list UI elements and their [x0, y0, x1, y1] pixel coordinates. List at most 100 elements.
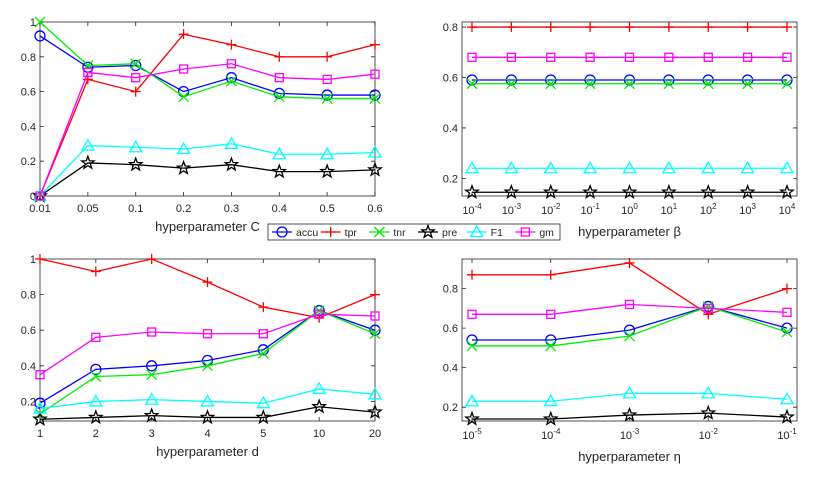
y-tick-label: 1	[30, 17, 36, 29]
x-tick-label: 10-4	[541, 427, 561, 442]
data-point	[322, 74, 332, 85]
data-point	[623, 74, 636, 86]
data-point	[130, 59, 142, 72]
data-point	[176, 141, 191, 155]
y-tick-label: 0.2	[21, 156, 36, 168]
data-point	[542, 183, 559, 200]
data-point	[661, 160, 676, 174]
series-line	[39, 162, 376, 197]
y-tick-label: 0.4	[443, 363, 458, 375]
data-point	[467, 52, 477, 62]
plot-area	[461, 21, 798, 197]
data-point	[369, 89, 381, 101]
data-point	[226, 39, 237, 50]
data-point	[143, 407, 160, 423]
data-point	[702, 78, 714, 90]
legend-marker	[420, 223, 436, 239]
data-point	[703, 22, 714, 33]
data-point	[87, 409, 104, 425]
chart-panel-2: 0.2 0.4 0.6 0.8 10-4 10-3 10-2 10-1 100 101 102 103…	[443, 21, 798, 239]
data-point	[741, 74, 754, 86]
data-point	[367, 403, 383, 419]
legend-marker	[469, 224, 484, 238]
data-point	[367, 145, 383, 158]
data-point	[258, 302, 269, 313]
data-point	[367, 386, 383, 400]
x-tick-label: 103	[739, 202, 756, 217]
x-tick-label: 0.6	[367, 203, 382, 215]
series-line	[39, 406, 376, 420]
y-tick-label: 0.6	[443, 72, 458, 84]
data-point	[660, 183, 677, 200]
y-tick-label: 0.4	[21, 121, 36, 133]
data-point	[272, 146, 287, 160]
legend-entry-pre: pre	[418, 223, 457, 239]
data-point	[258, 329, 268, 339]
data-point	[782, 52, 792, 62]
y-tick-label: 0.8	[21, 52, 36, 64]
data-point	[464, 160, 480, 174]
data-point	[582, 183, 599, 200]
data-point	[624, 257, 635, 268]
legend-marker	[325, 227, 336, 237]
data-point	[505, 78, 517, 90]
data-point	[782, 22, 792, 33]
data-point	[779, 160, 795, 174]
data-point	[225, 75, 237, 87]
data-point	[703, 52, 713, 62]
data-point	[34, 30, 46, 42]
x-tick-label: 10-2	[541, 202, 561, 217]
x-tick-label: 3	[149, 428, 155, 440]
data-point	[624, 299, 635, 310]
data-point	[467, 309, 477, 319]
x-tick-label: 101	[661, 202, 678, 217]
legend-label: pre	[442, 227, 457, 239]
data-point	[782, 283, 792, 294]
data-point	[370, 39, 380, 50]
data-point	[32, 401, 48, 414]
data-point	[622, 386, 637, 399]
data-point	[79, 154, 96, 170]
y-tick-label: 0.8	[443, 22, 458, 34]
data-point	[545, 22, 556, 33]
data-point	[257, 347, 269, 359]
series-tpr	[467, 257, 792, 320]
data-point	[464, 393, 480, 407]
legend-marker	[520, 227, 530, 237]
data-point	[32, 187, 48, 203]
x-axis-label: hyperparameter β	[578, 224, 681, 239]
data-point	[624, 330, 635, 342]
data-point	[740, 160, 755, 174]
series-tnr	[466, 78, 793, 90]
data-point	[505, 74, 518, 86]
series-line	[39, 63, 376, 197]
x-tick-label: 10-4	[462, 202, 482, 217]
legend-marker	[373, 226, 385, 238]
data-point	[781, 322, 793, 334]
data-point	[585, 22, 596, 33]
data-point	[130, 58, 142, 70]
x-tick-label: 10	[313, 428, 325, 440]
y-tick-label: 1	[30, 254, 36, 266]
x-tick-label: 4	[204, 428, 210, 440]
data-point	[199, 409, 216, 425]
data-point	[178, 91, 190, 103]
x-tick-label: 10-3	[502, 202, 522, 217]
data-point	[545, 269, 556, 280]
x-tick-label: 0.2	[176, 203, 191, 215]
x-tick-label: 0.5	[319, 203, 334, 215]
data-point	[506, 52, 517, 62]
data-point	[202, 329, 213, 339]
data-point	[543, 160, 558, 174]
series-line	[39, 388, 376, 410]
data-point	[271, 163, 288, 179]
data-point	[370, 289, 380, 300]
data-point	[466, 340, 478, 352]
series-gm	[467, 52, 792, 62]
data-point	[545, 74, 557, 86]
x-tick-label: 0.4	[272, 203, 287, 215]
data-point	[80, 138, 95, 151]
data-point	[700, 183, 717, 200]
data-point	[178, 29, 189, 40]
data-point	[369, 93, 381, 105]
